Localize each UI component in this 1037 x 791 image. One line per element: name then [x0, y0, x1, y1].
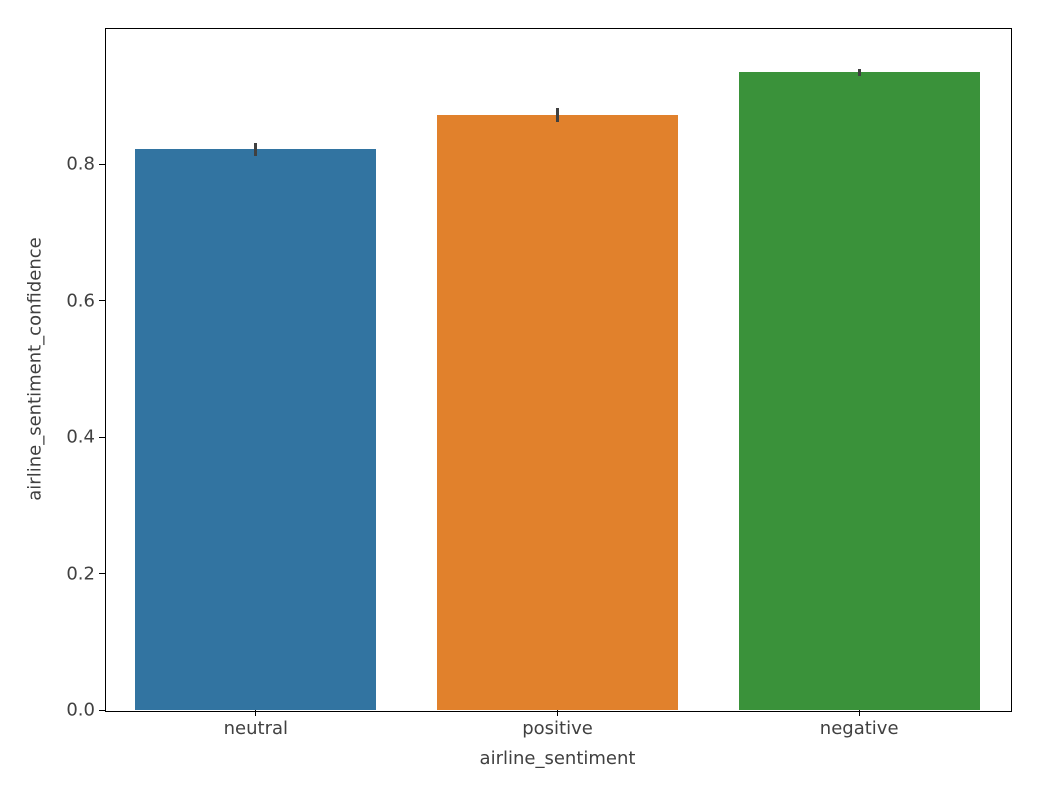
y-tick-label: 0.2: [66, 563, 95, 584]
error-bar-neutral: [254, 143, 257, 157]
y-tick-label: 0.8: [66, 154, 95, 175]
x-tick-label: neutral: [224, 718, 288, 739]
x-tick-mark: [557, 710, 558, 716]
y-tick-mark: [99, 300, 105, 301]
y-tick-label: 0.0: [66, 700, 95, 721]
bar-negative: [739, 72, 980, 710]
y-tick-label: 0.4: [66, 427, 95, 448]
x-tick-mark: [255, 710, 256, 716]
error-bar-negative: [858, 69, 861, 76]
y-axis-label: airline_sentiment_confidence: [25, 237, 46, 500]
x-tick-mark: [859, 710, 860, 716]
bar-neutral: [135, 149, 376, 710]
bar-positive: [437, 115, 678, 710]
y-tick-mark: [99, 164, 105, 165]
error-bar-positive: [556, 108, 559, 122]
x-axis-label: airline_sentiment: [480, 748, 636, 769]
y-tick-label: 0.6: [66, 290, 95, 311]
y-tick-mark: [99, 437, 105, 438]
y-tick-mark: [99, 573, 105, 574]
x-tick-label: positive: [522, 718, 593, 739]
x-tick-label: negative: [820, 718, 899, 739]
chart-container: 0.00.20.40.60.8 neutralpositivenegative …: [0, 0, 1037, 791]
y-tick-mark: [99, 710, 105, 711]
